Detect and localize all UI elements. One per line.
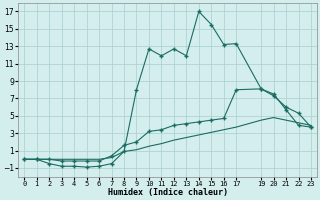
X-axis label: Humidex (Indice chaleur): Humidex (Indice chaleur)	[108, 188, 228, 197]
